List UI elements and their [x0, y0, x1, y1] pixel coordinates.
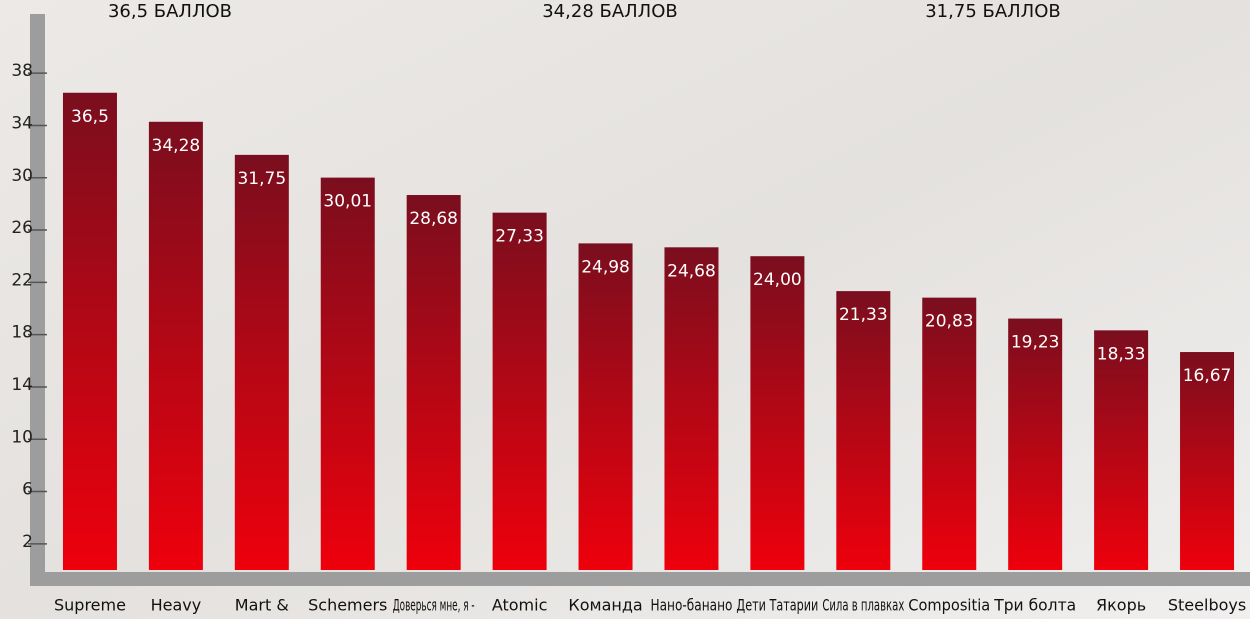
value-label: 24,68	[667, 261, 716, 281]
y-tick-label: 14	[11, 375, 33, 395]
bar	[493, 213, 547, 570]
bar	[235, 155, 289, 570]
value-label: 24,98	[581, 257, 630, 277]
bar	[664, 247, 718, 570]
x-tick-label: Команда	[568, 596, 642, 615]
y-tick-label: 30	[11, 166, 33, 186]
x-axis	[30, 572, 1250, 586]
annotation: 34,28 БАЛЛОВ	[542, 1, 678, 22]
y-tick-label: 34	[11, 113, 33, 133]
x-tick-label: Mart &	[235, 596, 289, 615]
value-label: 20,83	[925, 312, 974, 332]
x-tick-label: Supreme	[54, 596, 126, 615]
value-label: 16,67	[1183, 366, 1232, 386]
bar	[579, 243, 633, 570]
x-tick-label: Steelboys	[1168, 596, 1246, 615]
value-label: 28,68	[409, 209, 458, 229]
value-label: 31,75	[237, 169, 286, 189]
chart: 26101418222630343836,5 БАЛЛОВ34,28 БАЛЛО…	[0, 0, 1250, 619]
x-tick-label: Compositia	[908, 596, 990, 615]
x-tick-label: Сила в плавках	[822, 596, 904, 615]
y-tick-label: 26	[11, 218, 33, 238]
x-tick-label: Три болта	[993, 596, 1076, 615]
annotation: 31,75 БАЛЛОВ	[925, 1, 1061, 22]
page: {"chart_data": { "type": "bar", "annotat…	[0, 0, 1250, 619]
x-tick-label: Schemers	[308, 596, 387, 615]
bar	[1008, 319, 1062, 570]
x-tick-label: Дети Татарии	[736, 596, 818, 615]
bar	[922, 298, 976, 570]
y-tick-label: 10	[11, 427, 33, 447]
value-label: 30,01	[323, 192, 372, 212]
x-tick-label: Доверься мне, я -	[393, 596, 475, 615]
bar	[836, 291, 890, 570]
y-tick-label: 2	[22, 532, 33, 552]
bar	[1094, 330, 1148, 570]
value-label: 36,5	[71, 107, 109, 127]
x-tick-label: Нано-банано	[651, 596, 733, 615]
annotation: 36,5 БАЛЛОВ	[108, 1, 232, 22]
bar	[321, 178, 375, 570]
y-tick-label: 6	[22, 480, 33, 500]
bar	[149, 122, 203, 570]
y-tick-label: 22	[11, 270, 33, 290]
value-label: 27,33	[495, 227, 544, 247]
value-label: 34,28	[152, 136, 201, 156]
x-tick-label: Якорь	[1096, 596, 1146, 615]
value-label: 18,33	[1097, 344, 1146, 364]
value-label: 19,23	[1011, 333, 1060, 353]
bar	[407, 195, 461, 570]
bar	[750, 256, 804, 570]
x-tick-label: Heavy	[151, 596, 202, 615]
y-tick-label: 18	[11, 323, 33, 343]
y-tick-label: 38	[11, 61, 33, 81]
value-label: 21,33	[839, 305, 888, 325]
bar	[63, 93, 117, 570]
x-tick-label: Atomic	[492, 596, 548, 615]
value-label: 24,00	[753, 270, 802, 290]
